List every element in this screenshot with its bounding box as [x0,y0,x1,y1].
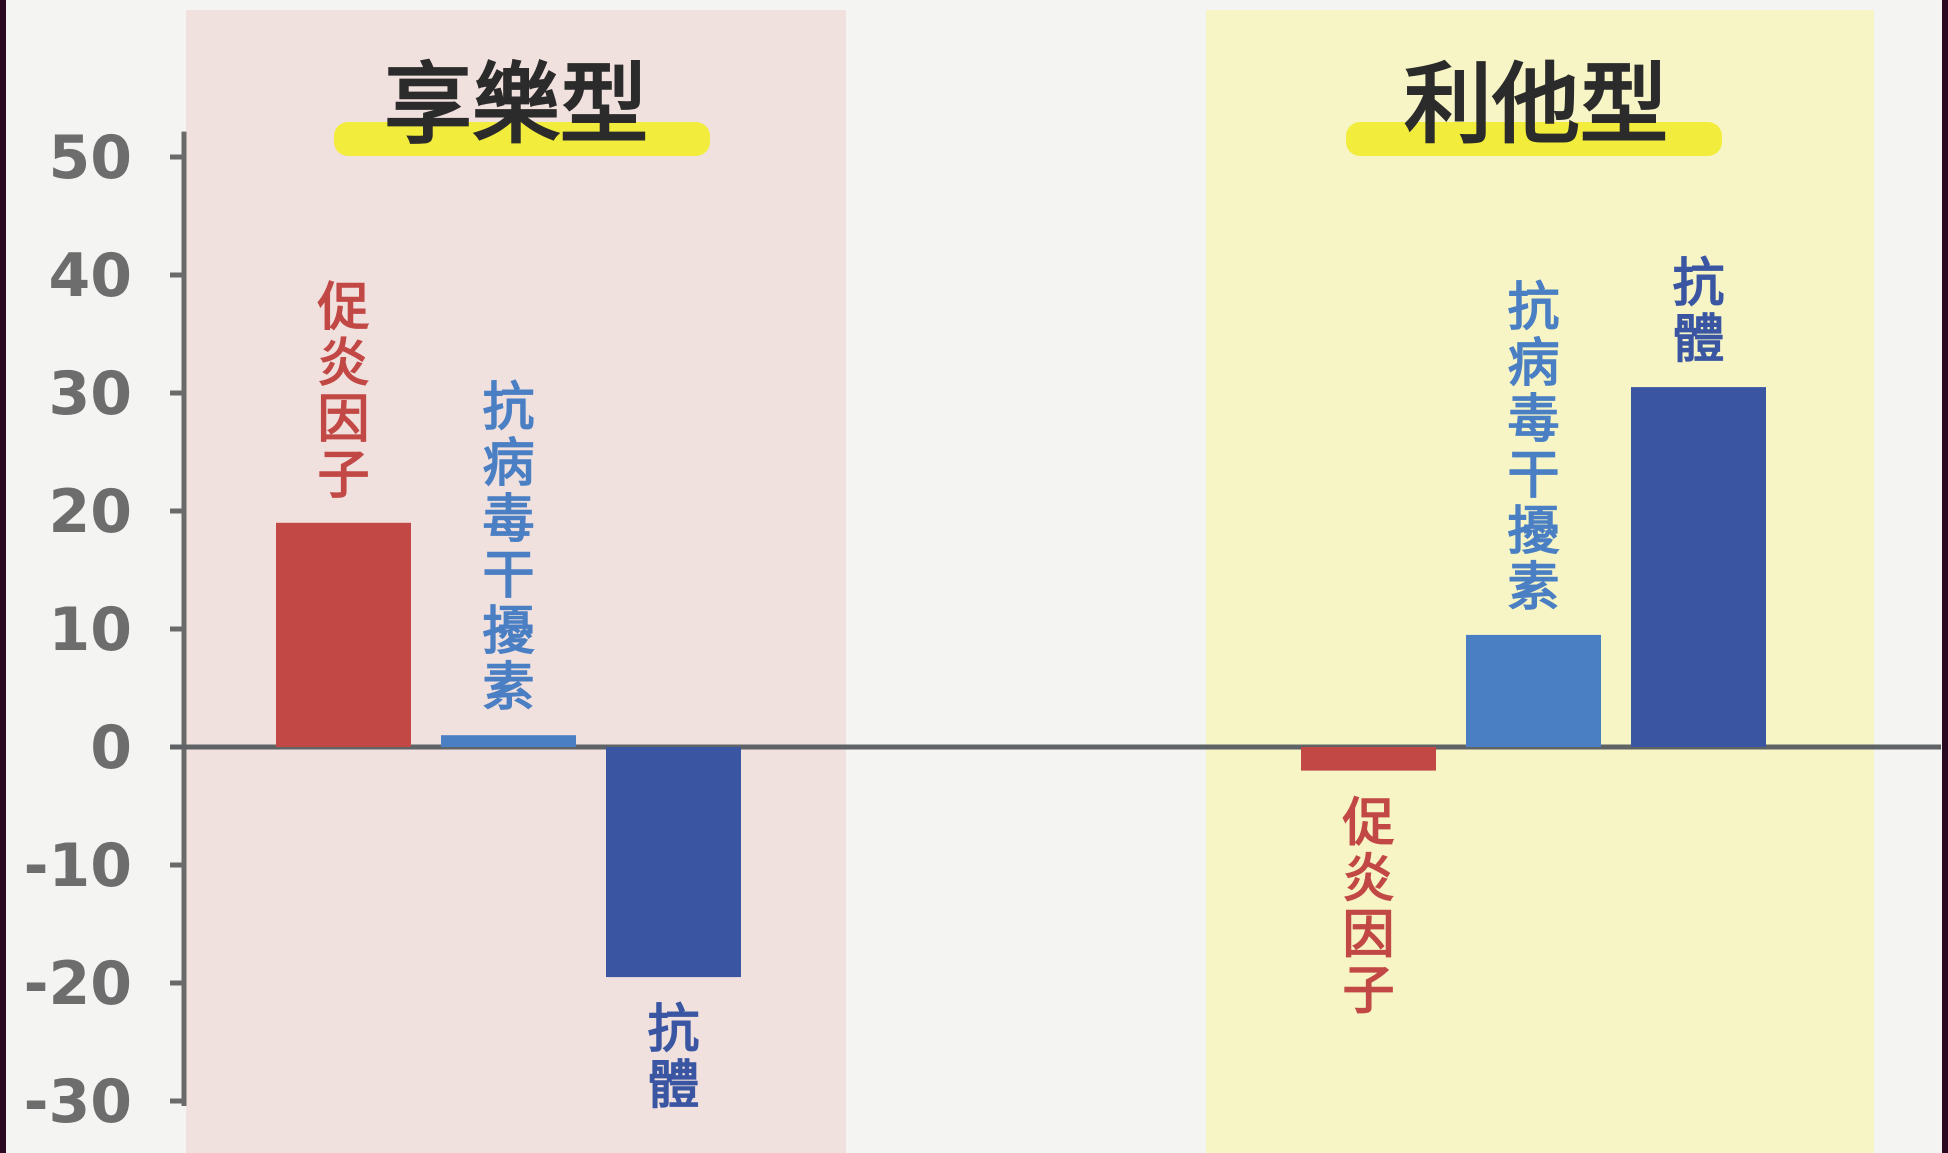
y-tick-label: 30 [49,359,133,429]
bar-1-1 [276,522,411,747]
title-highlight-2 [1346,122,1722,156]
y-tick-label: -30 [24,1067,132,1137]
bar-label: 抗病毒干擾素 [1507,278,1560,618]
y-tick-label: -20 [24,949,132,1019]
bar-label: 促炎因子 [1341,794,1394,1022]
title-highlight-1 [334,122,710,156]
panel-title-2: 利他型 [1404,53,1668,156]
y-tick-label: -10 [24,831,132,901]
bar-label: 抗病毒干擾素 [482,378,535,718]
bar-2-2 [1466,634,1601,747]
y-tick-label: 10 [49,595,133,665]
y-tick-label: 20 [49,477,133,547]
bar-2-1 [1301,747,1436,771]
bar-label: 抗體 [647,1000,699,1116]
bar-2-3 [1631,387,1766,747]
bar-label: 抗體 [1672,254,1724,370]
y-tick-label: 40 [49,241,133,311]
bar-1-3 [606,747,741,978]
y-tick-label: 0 [90,713,132,783]
bar-label: 促炎因子 [316,278,369,506]
bar-1-2 [441,735,576,747]
y-tick-label: 50 [49,123,133,193]
panel-title-1: 享樂型 [384,53,648,156]
